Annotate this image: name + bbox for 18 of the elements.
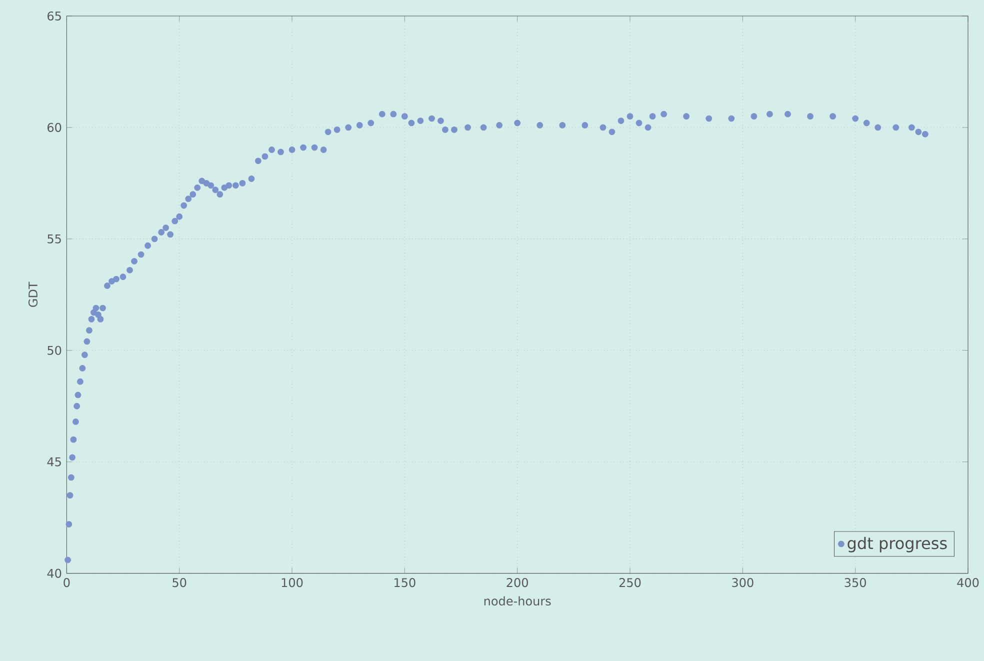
- y-tick-label: 55: [48, 234, 61, 244]
- x-tick-label: 350: [844, 578, 866, 587]
- x-tick-label: 300: [732, 578, 754, 587]
- x-axis-title: node-hours: [484, 596, 551, 606]
- y-axis-title: GDT: [28, 282, 38, 307]
- y-tick-label: 40: [47, 568, 62, 578]
- y-tick-label: 65: [48, 11, 61, 20]
- y-tick-label: 45: [47, 457, 61, 466]
- legend-label: gdt progress: [848, 536, 947, 552]
- x-tick-label: 400: [957, 578, 979, 587]
- x-tick-label: 250: [619, 578, 641, 587]
- x-tick-label: 50: [172, 578, 186, 587]
- y-tick-label: 60: [48, 122, 62, 132]
- x-tick-label: 100: [282, 578, 303, 587]
- x-tick-label: 0: [64, 578, 70, 587]
- x-tick-label: 150: [394, 578, 416, 587]
- x-tick-label: 200: [506, 578, 528, 587]
- y-tick-label: 50: [48, 346, 62, 355]
